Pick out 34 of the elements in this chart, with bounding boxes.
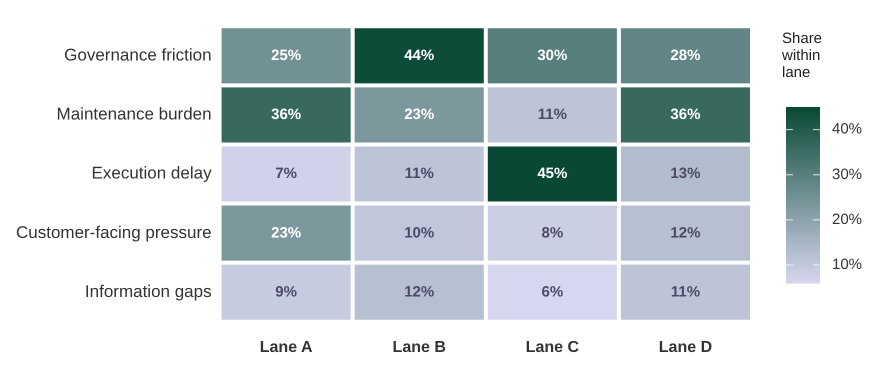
data-label: 44% xyxy=(404,46,434,64)
data-label: 13% xyxy=(670,165,700,182)
x-tick-label: Lane B xyxy=(392,338,446,356)
data-label: 36% xyxy=(670,106,700,124)
color-bar-title: Share within lane xyxy=(781,30,822,81)
color-bar-label: 40% xyxy=(832,120,862,138)
data-label: 7% xyxy=(275,165,297,182)
data-label: 11% xyxy=(538,106,567,124)
data-label: 9% xyxy=(275,283,297,300)
data-label: 11% xyxy=(670,283,700,300)
x-tick-label: Lane C xyxy=(526,338,580,356)
color-bar-label: 20% xyxy=(832,210,862,228)
data-label: 45% xyxy=(537,165,568,182)
data-label: 12% xyxy=(404,283,434,300)
y-tick-label: Execution delay xyxy=(92,164,212,183)
y-tick-label: Governance friction xyxy=(64,45,212,64)
y-tick-label: Information gaps xyxy=(84,282,212,301)
color-bar-label: 10% xyxy=(832,256,862,274)
data-label: 11% xyxy=(404,165,434,182)
data-label: 28% xyxy=(670,46,700,64)
data-label: 30% xyxy=(537,46,568,64)
data-label: 23% xyxy=(404,106,434,124)
y-tick-label: Customer-facing pressure xyxy=(16,222,212,242)
data-label: 12% xyxy=(670,224,700,242)
x-tick-label: Lane A xyxy=(260,338,313,356)
data-label: 8% xyxy=(541,224,564,242)
data-label: 36% xyxy=(271,106,302,124)
data-label: 23% xyxy=(271,224,302,242)
y-tick-label: Maintenance burden xyxy=(56,104,212,124)
data-label: 6% xyxy=(541,283,564,300)
x-tick-label: Lane D xyxy=(658,338,712,356)
data-label: 10% xyxy=(404,224,434,242)
data-label: 25% xyxy=(271,46,302,64)
color-bar-label: 30% xyxy=(832,166,862,183)
